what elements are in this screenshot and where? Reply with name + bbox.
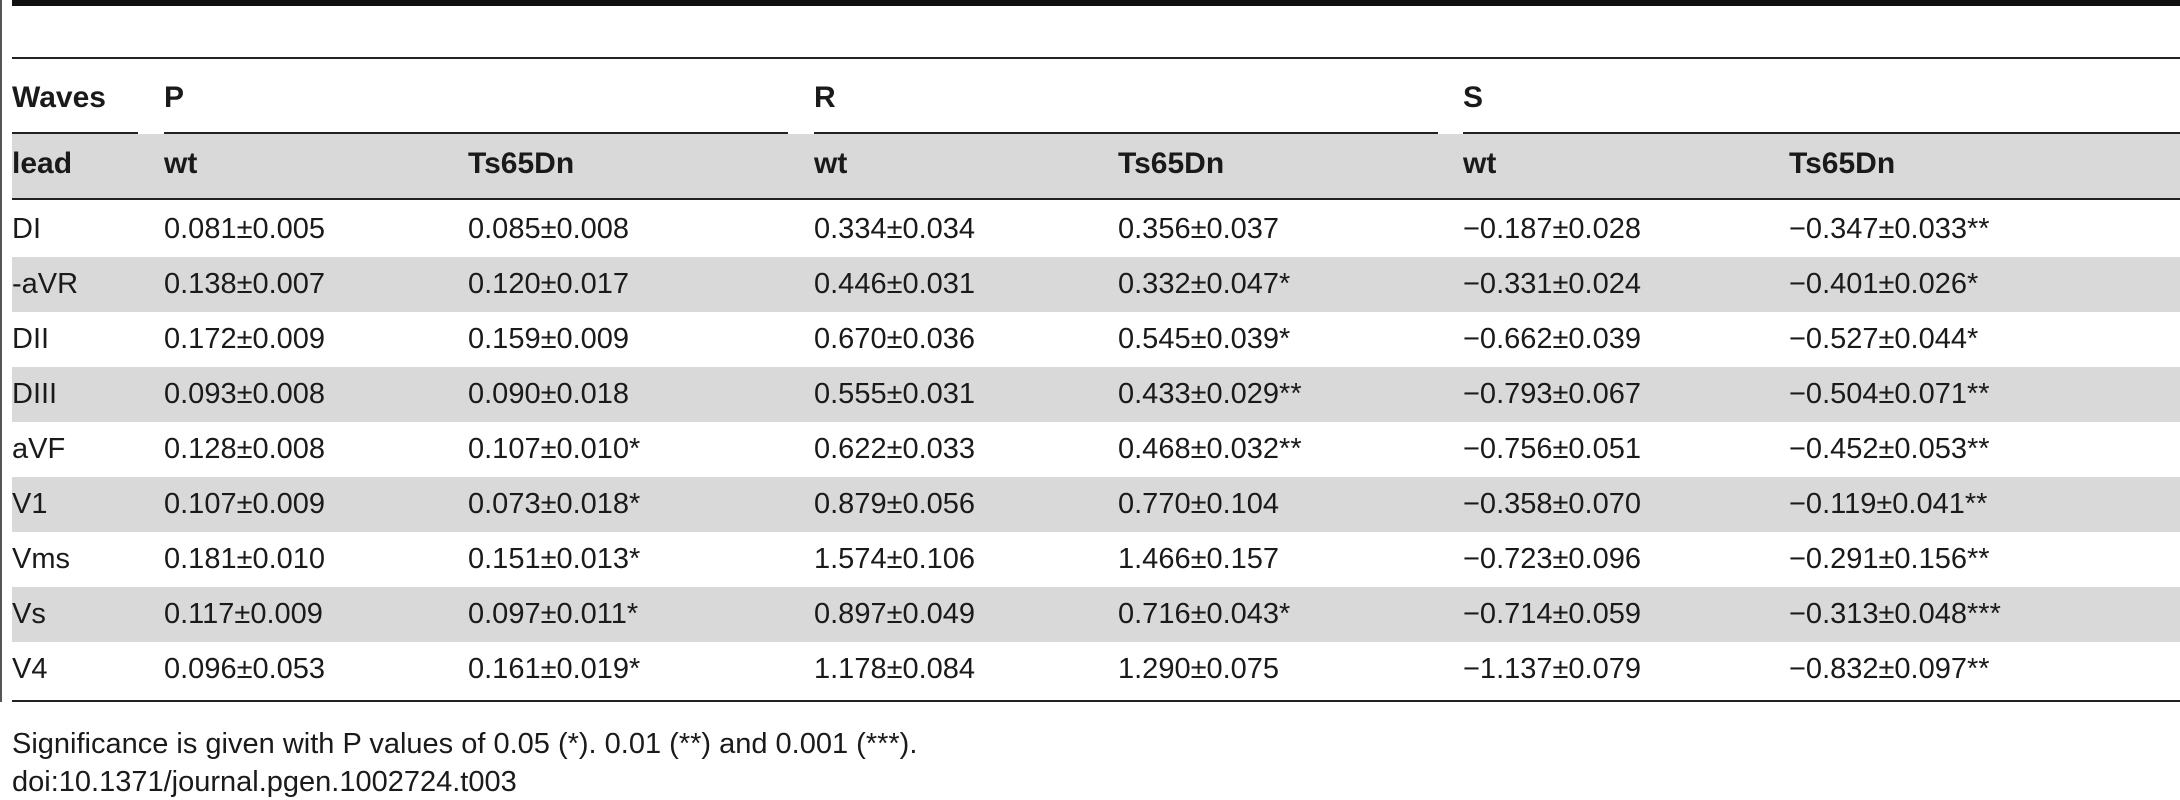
- group-header-p: P: [164, 81, 185, 114]
- table-bottom-rule: [12, 700, 2180, 702]
- cell-p-wt: 0.093±0.008: [164, 378, 326, 410]
- stub-header-waves: Waves: [12, 81, 106, 114]
- cell-s-ts65dn: −0.504±0.071**: [1789, 378, 1990, 410]
- cell-p-wt: 0.172±0.009: [164, 323, 326, 355]
- cell-r-wt: 0.622±0.033: [814, 433, 976, 465]
- row-band: [12, 257, 2180, 312]
- cell-s-wt: −0.793±0.067: [1463, 378, 1641, 410]
- spanner-rule-waves: [12, 132, 138, 134]
- cell-r-wt: 0.670±0.036: [814, 323, 976, 355]
- cell-p-ts65dn: 0.073±0.018*: [468, 488, 641, 520]
- cell-r-ts65dn: 1.290±0.075: [1118, 653, 1280, 685]
- top-rule: [12, 0, 2180, 6]
- cell-s-wt: −0.756±0.051: [1463, 433, 1641, 465]
- spanner-rule-r: [814, 132, 1438, 134]
- row-lead: -aVR: [12, 268, 79, 300]
- col-header-s-ts65dn: Ts65Dn: [1789, 147, 1896, 180]
- cell-r-ts65dn: 0.716±0.043*: [1118, 598, 1291, 630]
- cell-r-wt: 1.178±0.084: [814, 653, 976, 685]
- table-top-rule: [12, 57, 2180, 59]
- cell-r-ts65dn: 0.545±0.039*: [1118, 323, 1291, 355]
- cell-p-wt: 0.128±0.008: [164, 433, 326, 465]
- cell-s-wt: −0.187±0.028: [1463, 213, 1641, 245]
- cell-p-wt: 0.181±0.010: [164, 543, 326, 575]
- group-header-s: S: [1463, 81, 1484, 114]
- cell-s-wt: −0.331±0.024: [1463, 268, 1641, 300]
- cell-r-wt: 0.446±0.031: [814, 268, 976, 300]
- doi-link[interactable]: doi:10.1371/journal.pgen.1002724.t003: [12, 766, 517, 798]
- row-lead: aVF: [12, 433, 66, 465]
- cell-r-ts65dn: 0.356±0.037: [1118, 213, 1280, 245]
- cell-r-wt: 0.897±0.049: [814, 598, 976, 630]
- row-lead: Vs: [12, 598, 46, 630]
- cell-p-ts65dn: 0.090±0.018: [468, 378, 630, 410]
- stub-header-lead: lead: [12, 147, 73, 180]
- cell-r-ts65dn: 0.468±0.032**: [1118, 433, 1302, 465]
- cell-r-wt: 0.334±0.034: [814, 213, 976, 245]
- cell-s-ts65dn: −0.401±0.026*: [1789, 268, 1979, 300]
- cell-p-ts65dn: 0.107±0.010*: [468, 433, 641, 465]
- cell-s-wt: −0.662±0.039: [1463, 323, 1641, 355]
- row-band: [12, 367, 2180, 422]
- cell-s-ts65dn: −0.313±0.048***: [1789, 598, 2001, 630]
- cell-r-ts65dn: 0.332±0.047*: [1118, 268, 1291, 300]
- row-lead: DII: [12, 323, 50, 355]
- cell-s-wt: −0.723±0.096: [1463, 543, 1641, 575]
- cell-p-ts65dn: 0.097±0.011*: [468, 598, 639, 630]
- cell-r-wt: 0.879±0.056: [814, 488, 976, 520]
- row-lead: V1: [12, 488, 48, 520]
- cell-r-wt: 1.574±0.106: [814, 543, 976, 575]
- row-lead: Vms: [12, 543, 70, 575]
- subheader-band: [12, 134, 2180, 198]
- table-footnote: Significance is given with P values of 0…: [12, 728, 918, 760]
- cell-r-wt: 0.555±0.031: [814, 378, 976, 410]
- cell-r-ts65dn: 0.433±0.029**: [1118, 378, 1302, 410]
- row-band: [12, 587, 2180, 642]
- left-edge: [0, 0, 2, 702]
- cell-s-ts65dn: −0.527±0.044*: [1789, 323, 1979, 355]
- group-header-r: R: [814, 81, 836, 114]
- col-header-p-wt: wt: [164, 147, 198, 180]
- cell-p-wt: 0.138±0.007: [164, 268, 326, 300]
- cell-s-wt: −0.714±0.059: [1463, 598, 1641, 630]
- row-lead: DIII: [12, 378, 58, 410]
- cell-s-wt: −1.137±0.079: [1463, 653, 1641, 685]
- cell-r-ts65dn: 1.466±0.157: [1118, 543, 1280, 575]
- header-bottom-rule: [12, 198, 2180, 200]
- cell-p-ts65dn: 0.120±0.017: [468, 268, 630, 300]
- col-header-s-wt: wt: [1463, 147, 1497, 180]
- cell-s-ts65dn: −0.452±0.053**: [1789, 433, 1990, 465]
- cell-p-wt: 0.107±0.009: [164, 488, 326, 520]
- cell-p-wt: 0.096±0.053: [164, 653, 326, 685]
- cell-s-ts65dn: −0.119±0.041**: [1789, 488, 1988, 520]
- cell-p-ts65dn: 0.159±0.009: [468, 323, 630, 355]
- cell-p-wt: 0.081±0.005: [164, 213, 326, 245]
- cell-s-ts65dn: −0.347±0.033**: [1789, 213, 1990, 245]
- col-header-p-ts65dn: Ts65Dn: [468, 147, 575, 180]
- spanner-rule-s: [1463, 132, 2180, 134]
- row-band: [12, 477, 2180, 532]
- row-lead: DI: [12, 213, 41, 245]
- spanner-rule-p: [164, 132, 788, 134]
- cell-p-ts65dn: 0.085±0.008: [468, 213, 630, 245]
- col-header-r-wt: wt: [814, 147, 848, 180]
- cell-r-ts65dn: 0.770±0.104: [1118, 488, 1280, 520]
- cell-s-wt: −0.358±0.070: [1463, 488, 1641, 520]
- col-header-r-ts65dn: Ts65Dn: [1118, 147, 1225, 180]
- cell-s-ts65dn: −0.291±0.156**: [1789, 543, 1990, 575]
- cell-p-ts65dn: 0.151±0.013*: [468, 543, 641, 575]
- cell-p-ts65dn: 0.161±0.019*: [468, 653, 641, 685]
- cell-p-wt: 0.117±0.009: [164, 598, 323, 630]
- row-lead: V4: [12, 653, 48, 685]
- cell-s-ts65dn: −0.832±0.097**: [1789, 653, 1990, 685]
